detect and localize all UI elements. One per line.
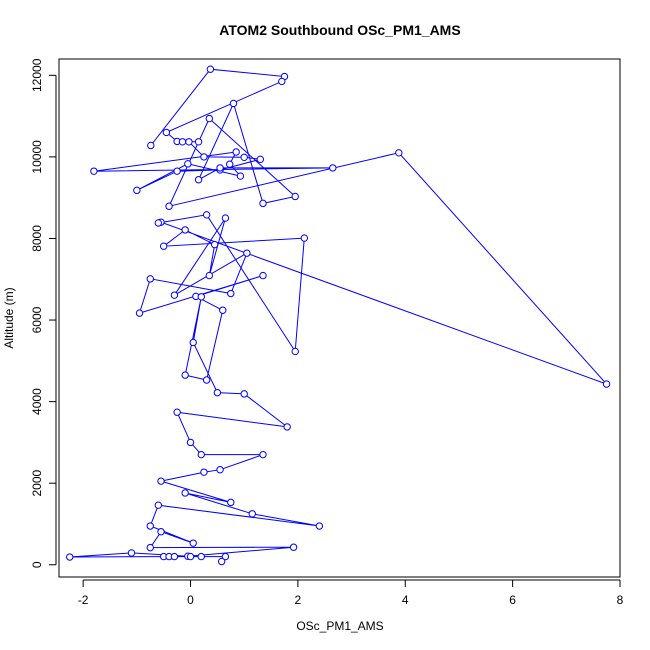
data-point [315,522,324,530]
data-point [217,557,226,566]
data-point [197,552,205,561]
data-point [227,289,235,298]
data-point [154,219,163,227]
data-point [240,390,248,398]
y-tick-label: 4000 [30,388,44,415]
data-point [165,202,173,210]
x-tick-label: -2 [78,593,89,607]
data-point [240,153,248,161]
data-point [256,155,265,164]
data-point [202,376,211,384]
x-tick-label: 6 [509,593,516,607]
data-point [259,271,267,280]
data-point [221,552,230,561]
data-point [181,226,189,234]
data-point [146,275,154,283]
data-point [602,380,611,388]
x-tick-label: 8 [617,593,624,607]
data-point [157,477,165,485]
data-point [154,501,163,509]
data-point [181,489,189,497]
data-point [146,543,154,552]
data-point [226,160,234,168]
plot-area [58,58,621,578]
y-axis-label: Altitude (m) [2,287,16,348]
x-axis: -2 0 2 4 6 8 [78,579,624,607]
data-point [157,528,165,536]
data-point [197,450,205,459]
data-point [205,271,214,280]
data-point [329,164,337,172]
data-point [181,371,189,379]
data-point [189,338,197,347]
data-point [170,291,179,299]
x-tick-label: 0 [187,593,194,607]
data-point [173,408,181,416]
y-tick-label: 0 [30,561,44,568]
data-point [178,138,187,146]
data-point [278,77,286,86]
data-point [194,138,203,146]
data-point [216,164,224,172]
data-point [135,309,144,317]
data-point [197,293,205,301]
data-point [147,141,155,150]
data-point [259,450,267,459]
data-point [216,466,224,474]
data-point [248,510,256,518]
data-point [300,234,309,242]
data-point [200,468,208,476]
data-point [236,172,245,180]
y-tick-label: 2000 [30,470,44,497]
data-point [219,306,227,314]
y-tick-label: 12000 [30,58,44,92]
x-tick-label: 4 [402,593,409,607]
data-series [66,65,611,566]
data-point [189,539,197,547]
data-point [173,167,181,175]
data-point [243,249,251,257]
y-tick-label: 6000 [30,306,44,333]
data-point [205,114,214,123]
data-point [200,153,208,161]
data-point [291,192,299,201]
data-point [210,240,219,249]
data-point [194,176,203,184]
data-point [259,199,267,208]
data-point [186,438,195,447]
data-point [395,149,403,157]
data-point [184,160,192,168]
data-point [206,65,215,73]
y-tick-label: 10000 [30,140,44,174]
chart-title: ATOM2 Southbound OSc_PM1_AMS [219,22,460,38]
y-tick-label: 8000 [30,225,44,252]
data-point [127,549,136,557]
data-point [90,167,98,175]
data-point [283,423,291,431]
data-point [221,214,230,222]
data-point [186,552,195,561]
x-tick-label: 2 [295,593,302,607]
data-point [146,522,154,530]
data-point [185,138,193,146]
y-axis: 0 2000 4000 6000 8000 10000 12000 [30,58,57,568]
data-point [213,388,222,397]
data-point [289,543,298,551]
data-point [170,552,179,561]
data-point [232,148,240,156]
data-point [229,99,238,108]
data-point [227,498,235,507]
data-point [202,211,211,219]
x-axis-label: OSc_PM1_AMS [296,619,383,633]
data-point [66,553,74,561]
data-point [291,347,299,356]
data-point [133,186,141,195]
data-point [159,242,168,250]
data-point [162,128,171,137]
